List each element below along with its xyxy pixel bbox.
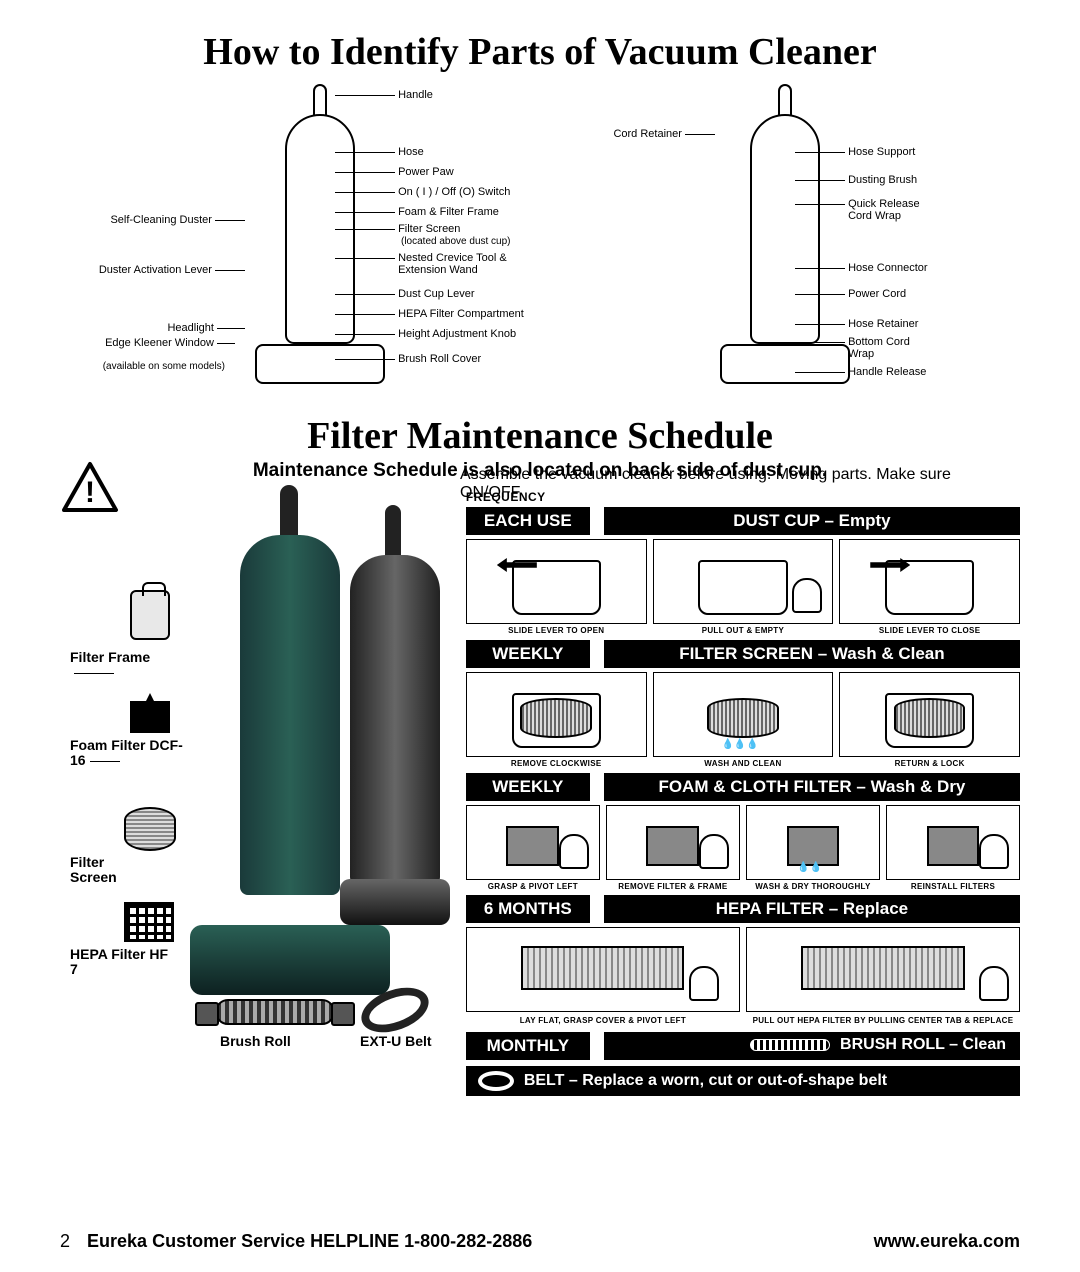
label-cord-retainer: Cord Retainer [613, 128, 715, 140]
schedule-row-weekly-screen: WEEKLY FILTER SCREEN – Wash & Clean REMO… [466, 640, 1020, 769]
page-footer: 2 Eureka Customer Service HELPLINE 1-800… [60, 1231, 1020, 1252]
freq-tag: MONTHLY [466, 1032, 590, 1060]
page-title-1: How to Identify Parts of Vacuum Cleaner [60, 30, 1020, 74]
label-dusting-brush: Dusting Brush [795, 174, 917, 186]
page-number: 2 [60, 1231, 70, 1251]
label-hepa-compartment: HEPA Filter Compartment [335, 308, 524, 320]
step: 💧💧WASH & DRY THOROUGHLY [746, 805, 880, 892]
label-height-knob: Height Adjustment Knob [335, 328, 516, 340]
label-filter-frame: Filter Frame [70, 650, 170, 681]
hepa-filter-icon [124, 902, 174, 942]
belt-mini-icon [478, 1071, 514, 1091]
label-on-off: On ( I ) / Off (O) Switch [335, 186, 510, 198]
label-bottom-wrap: Bottom Cord Wrap [795, 336, 928, 360]
step: GRASP & PIVOT LEFT [466, 805, 600, 892]
diagram-front: Self-Cleaning Duster Duster Activation L… [105, 84, 535, 404]
assemble-note: Assemble the vacuum cleaner before using… [460, 466, 990, 502]
brush-roll-icon [215, 999, 335, 1025]
label-edge-kleener: Edge Kleener Window [105, 338, 235, 349]
step: REINSTALL FILTERS [886, 805, 1020, 892]
label-hose-connector: Hose Connector [795, 262, 928, 274]
step: PULL OUT & EMPTY [653, 539, 834, 636]
helpline: Eureka Customer Service HELPLINE 1-800-2… [87, 1231, 532, 1251]
task-tag: DUST CUP – Empty [604, 507, 1020, 535]
label-filter-screen: Filter Screen [335, 223, 460, 235]
label-self-cleaning-duster: Self-Cleaning Duster [110, 214, 245, 226]
step: 💧💧💧WASH AND CLEAN [653, 672, 834, 769]
step: SLIDE LEVER TO CLOSE [839, 539, 1020, 636]
label-headlight: Headlight [167, 322, 245, 334]
task-tag: FILTER SCREEN – Wash & Clean [604, 640, 1020, 668]
vacuum-photo: Filter Frame Foam Filter DCF-16 Filter S… [110, 495, 450, 1035]
hepa-caption: LAY FLAT, GRASP COVER & PIVOT LEFT [466, 1017, 740, 1026]
label-foam-frame: Foam & Filter Frame [335, 206, 499, 218]
hepa-step [746, 927, 1020, 1012]
step: RETURN & LOCK [839, 672, 1020, 769]
filter-frame-icon [130, 590, 170, 640]
task-tag: FOAM & CLOTH FILTER – Wash & Dry [604, 773, 1020, 801]
schedule-column: FREQUENCY EACH USE DUST CUP – Empty SLID… [466, 490, 1020, 1096]
schedule-row-belt: BELT – Replace a worn, cut or out-of-sha… [466, 1066, 1020, 1096]
task-tag: HEPA FILTER – Replace [604, 895, 1020, 923]
label-crevice-tool: Nested Crevice Tool & Extension Wand [335, 252, 518, 276]
schedule-row-monthly: MONTHLY BRUSH ROLL – Clean [466, 1032, 1020, 1060]
svg-text:!: ! [85, 476, 95, 509]
freq-tag: WEEKLY [466, 773, 590, 801]
parts-diagram-row: Self-Cleaning Duster Duster Activation L… [60, 84, 1020, 404]
freq-tag: EACH USE [466, 507, 590, 535]
label-hepa: HEPA Filter HF 7 [70, 947, 170, 978]
label-handle: Handle [335, 89, 433, 101]
label-foam-filter: Foam Filter DCF-16 [70, 738, 190, 769]
label-brush-roll: Brush Roll [220, 1034, 291, 1049]
task-tag: BRUSH ROLL – Clean [604, 1032, 1020, 1060]
schedule-row-6-months: 6 MONTHS HEPA FILTER – Replace LAY FLAT,… [466, 895, 1020, 1026]
hepa-step [466, 927, 740, 1012]
left-column: ! Assemble the vacuum cleaner before usi… [60, 490, 456, 1096]
step: REMOVE CLOCKWISE [466, 672, 647, 769]
schedule-row-each-use: EACH USE DUST CUP – Empty SLIDE LEVER TO… [466, 507, 1020, 636]
label-hose-support: Hose Support [795, 146, 915, 158]
label-available-note: (available on some models) [103, 362, 225, 372]
label-duster-lever: Duster Activation Lever [99, 264, 245, 276]
label-power-cord: Power Cord [795, 288, 906, 300]
page-title-2: Filter Maintenance Schedule [60, 414, 1020, 458]
diagram-back: Cord Retainer Hose Support Dusting Brush… [595, 84, 975, 404]
label-brush-cover: Brush Roll Cover [335, 353, 481, 365]
label-belt: EXT-U Belt [360, 1034, 432, 1049]
label-filter-screen-note: (located above dust cup) [401, 236, 511, 247]
foam-filter-icon [130, 693, 170, 733]
label-handle-release: Handle Release [795, 366, 926, 378]
label-dust-cup-lever: Dust Cup Lever [335, 288, 475, 300]
step: SLIDE LEVER TO OPEN [466, 539, 647, 636]
label-hose-retainer: Hose Retainer [795, 318, 918, 330]
step: REMOVE FILTER & FRAME [606, 805, 740, 892]
label-power-paw: Power Paw [335, 166, 454, 178]
label-filter-screen-2: Filter Screen [70, 855, 150, 886]
freq-tag: 6 MONTHS [466, 895, 590, 923]
freq-tag: WEEKLY [466, 640, 590, 668]
label-hose: Hose [335, 146, 424, 158]
label-quick-release: Quick Release Cord Wrap [795, 198, 938, 222]
schedule-row-weekly-foam: WEEKLY FOAM & CLOTH FILTER – Wash & Dry … [466, 773, 1020, 892]
hepa-caption: PULL OUT HEPA FILTER BY PULLING CENTER T… [746, 1017, 1020, 1026]
filter-screen-icon [124, 807, 176, 851]
website-url: www.eureka.com [874, 1231, 1020, 1252]
brush-roll-mini-icon [750, 1039, 830, 1051]
